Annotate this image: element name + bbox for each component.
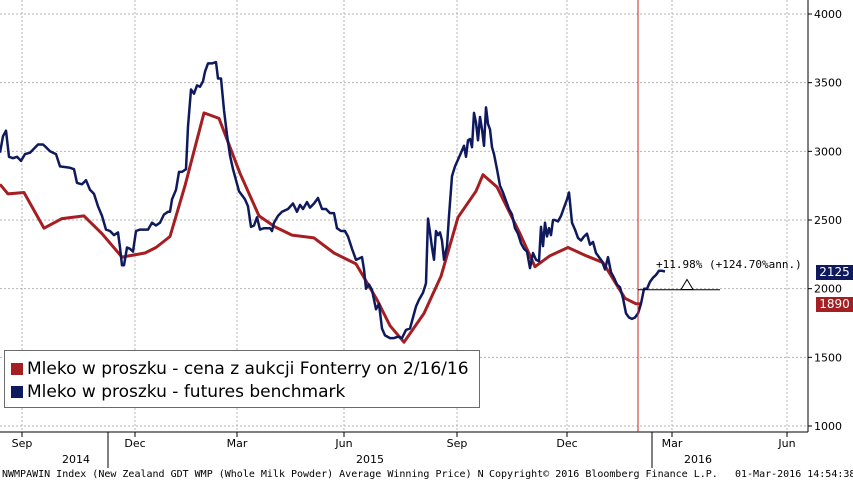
x-tick-label: Jun [334, 437, 352, 450]
footer-ticker: NWMPAWIN Index (New Zealand GDT WMP (Who… [2, 469, 484, 480]
y-tick-label: 1500 [814, 351, 842, 364]
legend-item-auction: Mleko w proszku - cena z aukcji Fonterry… [11, 357, 473, 380]
legend-label-auction: Mleko w proszku - cena z aukcji Fonterry… [27, 358, 469, 379]
y-tick-label: 2000 [814, 283, 842, 296]
x-tick-label: Dec [124, 437, 145, 450]
last-value-tag-futures: 2125 [816, 264, 853, 280]
footer-bar: NWMPAWIN Index (New Zealand GDT WMP (Who… [0, 468, 853, 484]
change-annotation: +11.98% (+124.70%ann.) [656, 258, 802, 271]
year-label: 2014 [62, 453, 90, 466]
legend-swatch-auction [11, 362, 23, 375]
legend-item-futures: Mleko w proszku - futures benchmark [11, 380, 473, 403]
y-tick-label: 3500 [814, 77, 842, 90]
annotation-arrow-head [680, 278, 694, 290]
y-tick-label: 4000 [814, 8, 842, 21]
series-layer [0, 60, 666, 344]
legend-label-futures: Mleko w proszku - futures benchmark [27, 381, 346, 402]
axes: 1000 1500 2000 2500 3000 3500 4000 Sep Dec Mar Jun… [0, 0, 842, 468]
annotation-layer [637, 0, 720, 432]
x-tick-label: Mar [662, 437, 683, 450]
year-label: 2016 [684, 453, 712, 466]
x-tick-label: Jun [777, 437, 795, 450]
y-tick-label: 1000 [814, 420, 842, 433]
x-tick-label: Mar [227, 437, 248, 450]
footer-timestamp: 01-Mar-2016 14:54:38 [735, 469, 853, 480]
x-tick-label: Sep [447, 437, 468, 450]
y-tick-label: 3000 [814, 145, 842, 158]
last-value-tag-auction: 1890 [816, 296, 853, 312]
x-tick-label: Sep [12, 437, 33, 450]
year-label: 2015 [356, 453, 384, 466]
series-line-futures [0, 60, 666, 340]
legend-swatch-futures [11, 385, 23, 398]
series-line-auction [0, 111, 640, 344]
chart-canvas: 1000 1500 2000 2500 3000 3500 4000 Sep Dec Mar Jun… [0, 0, 842, 468]
y-tick-label: 2500 [814, 214, 842, 227]
chart-legend: Mleko w proszku - cena z aukcji Fonterry… [4, 350, 480, 408]
footer-copyright: Copyright© 2016 Bloomberg Finance L.P. [489, 469, 718, 480]
x-tick-label: Dec [556, 437, 577, 450]
